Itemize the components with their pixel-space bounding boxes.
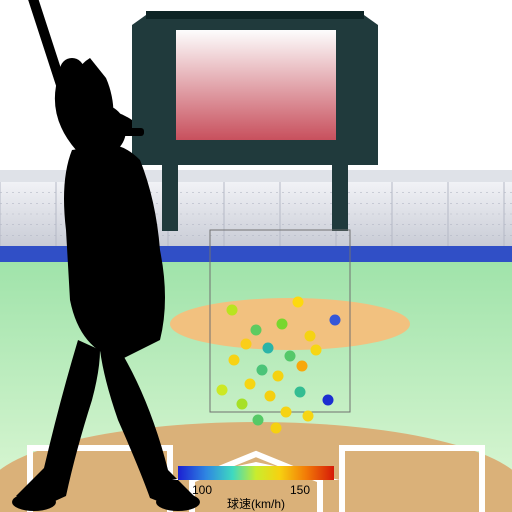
pitch-marker	[263, 343, 274, 354]
pitch-marker	[303, 411, 314, 422]
pitch-marker	[257, 365, 268, 376]
pitch-location-chart: 100 150 球速(km/h)	[0, 0, 512, 512]
pitch-marker	[237, 399, 248, 410]
pitch-marker	[311, 345, 322, 356]
pitch-marker	[285, 351, 296, 362]
pitch-marker	[323, 395, 334, 406]
legend-axis-label: 球速(km/h)	[227, 497, 285, 511]
scoreboard-screen	[176, 30, 336, 140]
pitch-marker	[227, 305, 238, 316]
pitch-marker	[277, 319, 288, 330]
pitch-marker	[253, 415, 264, 426]
legend-colorbar	[178, 466, 334, 480]
legend-tick-label: 100	[192, 483, 212, 497]
pitch-marker	[265, 391, 276, 402]
legend-tick-label: 150	[290, 483, 310, 497]
pitch-marker	[273, 371, 284, 382]
pitch-marker	[330, 315, 341, 326]
pitch-marker	[251, 325, 262, 336]
pitch-marker	[297, 361, 308, 372]
pitch-marker	[281, 407, 292, 418]
pitch-marker	[305, 331, 316, 342]
pitch-marker	[245, 379, 256, 390]
pitch-marker	[293, 297, 304, 308]
pitchers-mound	[170, 298, 410, 350]
pitch-marker	[229, 355, 240, 366]
pitch-marker	[241, 339, 252, 350]
pitch-marker	[217, 385, 228, 396]
pitch-marker	[295, 387, 306, 398]
pitch-marker	[271, 423, 282, 434]
